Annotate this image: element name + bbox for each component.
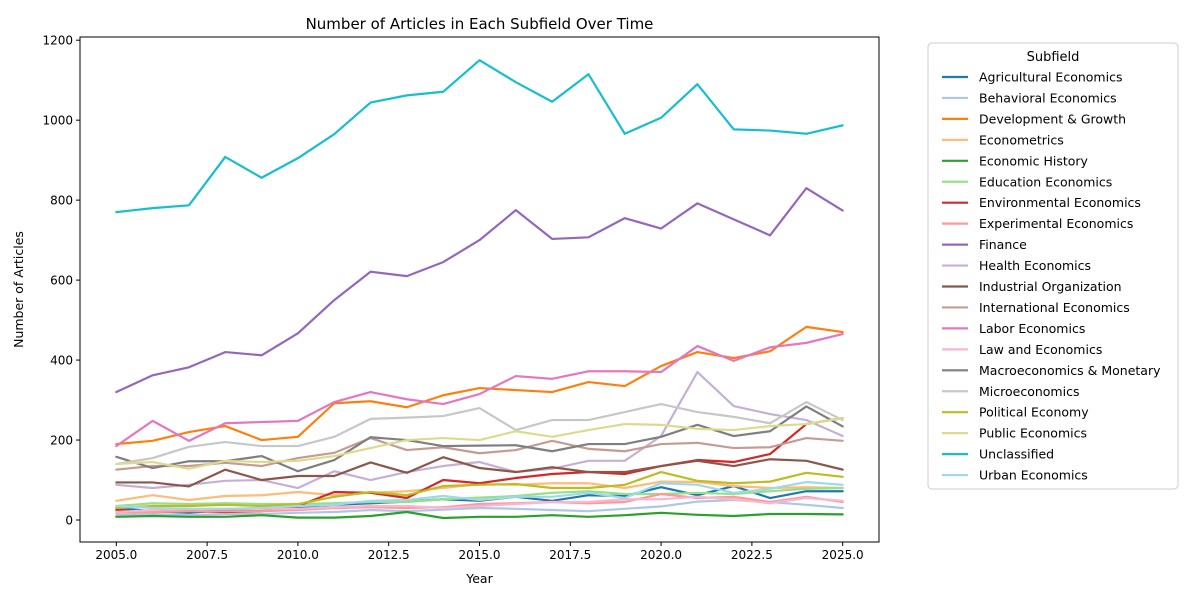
legend-label: Political Economy: [979, 405, 1089, 420]
legend-label: International Economics: [979, 300, 1130, 315]
x-tick-label: 2007.5: [186, 548, 228, 562]
x-tick-label: 2025.0: [822, 548, 864, 562]
y-tick-label: 600: [50, 274, 73, 288]
series-line-international-economics: [115, 436, 844, 471]
y-tick-label: 1000: [42, 114, 73, 128]
series-line-political-economy: [115, 470, 844, 510]
legend-title: Subfield: [1027, 50, 1080, 65]
series-line-finance: [115, 187, 844, 394]
series-line-behavioral-economics: [115, 498, 844, 517]
x-axis-label: Year: [465, 571, 493, 586]
legend-label: Unclassified: [979, 447, 1054, 462]
x-tick-label: 2010.0: [277, 548, 319, 562]
legend-label: Economic History: [979, 153, 1089, 168]
series-line-unclassified: [115, 59, 844, 214]
series-layer: [115, 59, 844, 520]
legend-label: Law and Economics: [979, 342, 1102, 357]
legend-label: Macroeconomics & Monetary: [979, 363, 1161, 378]
y-axis-label: Number of Articles: [11, 231, 26, 348]
legend-label: Finance: [979, 237, 1027, 252]
y-tick-label: 200: [50, 434, 73, 448]
x-tick-label: 2015.0: [459, 548, 501, 562]
legend-label: Experimental Economics: [979, 216, 1133, 231]
legend-label: Labor Economics: [979, 321, 1085, 336]
legend-label: Agricultural Economics: [979, 70, 1122, 85]
y-tick-label: 1200: [42, 34, 73, 48]
legend-label: Health Economics: [979, 258, 1091, 273]
x-tick-label: 2017.5: [549, 548, 591, 562]
series-line-public-economics: [115, 416, 844, 470]
series-line-education-economics: [115, 486, 844, 508]
x-tick-label: 2022.5: [731, 548, 773, 562]
legend-label: Econometrics: [979, 132, 1064, 147]
x-tick-label: 2020.0: [640, 548, 682, 562]
series-line-health-economics: [115, 370, 844, 490]
legend-label: Development & Growth: [979, 111, 1126, 126]
legend: Subfield Agricultural Economics Behaviora…: [927, 42, 1179, 490]
legend-label: Microeconomics: [979, 384, 1079, 399]
y-tick-label: 400: [50, 354, 73, 368]
series-line-macroeconomics-monetary: [115, 405, 844, 473]
legend-label: Public Economics: [979, 426, 1087, 441]
series-line-urban-economics: [115, 480, 844, 510]
y-tick-label: 800: [50, 194, 73, 208]
y-tick-label: 0: [65, 514, 73, 528]
legend-label: Urban Economics: [979, 468, 1088, 483]
chart-title: Number of Articles in Each Subfield Over…: [306, 15, 654, 33]
series-line-industrial-organization: [115, 456, 844, 488]
series-line-economic-history: [115, 510, 844, 520]
series-line-labor-economics: [115, 332, 844, 448]
legend-label: Behavioral Economics: [979, 90, 1117, 105]
series-line-experimental-economics: [115, 492, 844, 514]
x-axis: 2005.0 2007.5 2010.0 2012.5 2015.0 2017.5 2020…: [95, 542, 864, 562]
series-line-microeconomics: [115, 400, 844, 466]
legend-label: Industrial Organization: [979, 279, 1122, 294]
plot-area: [80, 37, 879, 542]
y-axis: 0 200 400 600 800 1000 1200: [42, 34, 80, 528]
legend-label: Environmental Economics: [979, 195, 1141, 210]
legend-frame: [927, 42, 1179, 490]
x-tick-label: 2012.5: [368, 548, 410, 562]
legend-label: Education Economics: [979, 174, 1112, 189]
x-tick-label: 2005.0: [95, 548, 137, 562]
